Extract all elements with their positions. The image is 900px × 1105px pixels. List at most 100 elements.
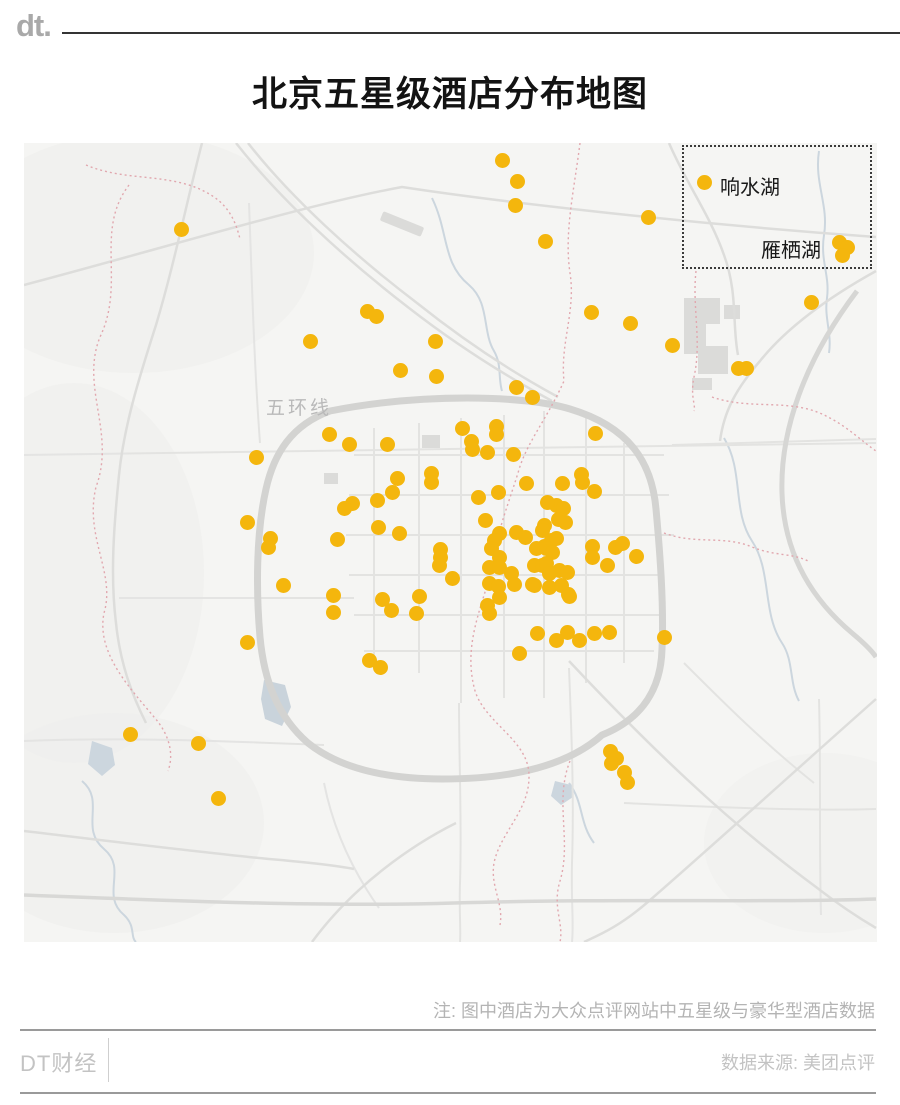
label-xiangshui-lake: 响水湖 xyxy=(720,177,780,199)
hotel-dot xyxy=(571,632,587,648)
hotel-dot xyxy=(408,605,424,621)
hotel-dot xyxy=(479,444,495,460)
hotel-dot xyxy=(384,484,400,500)
hotel-dot xyxy=(628,548,644,564)
hotel-dot xyxy=(321,426,337,442)
hotel-dot xyxy=(173,221,189,237)
hotel-dot xyxy=(524,576,540,592)
hotel-dot xyxy=(518,475,534,491)
hotel-dot xyxy=(383,602,399,618)
hotel-dot xyxy=(369,492,385,508)
hotel-dot xyxy=(511,645,527,661)
hotel-dot xyxy=(428,368,444,384)
hotel-dot xyxy=(372,659,388,675)
hotel-dot xyxy=(524,389,540,405)
hotel-dot xyxy=(391,525,407,541)
hotel-dot xyxy=(803,294,819,310)
hotel-dot xyxy=(601,624,617,640)
hotel-dot xyxy=(481,605,497,621)
hotel-dot xyxy=(507,197,523,213)
hotel-dot xyxy=(239,634,255,650)
hotel-dot xyxy=(431,557,447,573)
hotel-dot xyxy=(325,587,341,603)
hotel-dot xyxy=(239,514,255,530)
hotel-dot xyxy=(517,529,533,545)
hotel-dot xyxy=(491,559,507,575)
header-rule xyxy=(62,32,900,34)
data-source: 数据来源: 美团点评 xyxy=(720,1053,875,1073)
hotel-dot xyxy=(210,790,226,806)
hotel-dot xyxy=(444,570,460,586)
hotel-dot xyxy=(427,333,443,349)
hotel-dot xyxy=(574,474,590,490)
hotel-dot xyxy=(509,173,525,189)
lake-callout-box: 响水湖 雁栖湖 xyxy=(682,145,872,269)
hotel-dot xyxy=(341,436,357,452)
hotel-dot xyxy=(368,308,384,324)
hotel-dot xyxy=(379,436,395,452)
hotel-dot xyxy=(583,304,599,320)
hotel-dot xyxy=(696,174,712,190)
hotel-dot xyxy=(622,315,638,331)
hotel-dot xyxy=(411,588,427,604)
hotel-dot xyxy=(470,489,486,505)
hotel-dot xyxy=(490,484,506,500)
hotel-dot xyxy=(488,426,504,442)
hotel-dot xyxy=(599,557,615,573)
hotel-dot xyxy=(640,209,656,225)
hotel-dot xyxy=(505,446,521,462)
hotel-dot xyxy=(619,774,635,790)
hotel-dot xyxy=(541,565,557,581)
hotel-dot xyxy=(374,591,390,607)
hotel-dot xyxy=(491,589,507,605)
hotel-dot xyxy=(329,531,345,547)
hotel-dot xyxy=(190,735,206,751)
footer-top-rule xyxy=(20,1029,876,1031)
hotel-dot xyxy=(508,379,524,395)
hotel-dot xyxy=(537,233,553,249)
hotel-dot xyxy=(325,604,341,620)
hotel-dot xyxy=(539,494,555,510)
map-roads-svg xyxy=(24,143,877,942)
hotel-dot xyxy=(275,577,291,593)
hotel-dot xyxy=(656,629,672,645)
hotel-dot xyxy=(477,512,493,528)
hotel-dot xyxy=(548,632,564,648)
hotel-dot xyxy=(454,420,470,436)
hotel-dot xyxy=(248,449,264,465)
footer-bottom-rule xyxy=(20,1092,876,1094)
hotel-dot xyxy=(587,425,603,441)
beijing-map: 五环线 响水湖 雁栖湖 xyxy=(24,143,877,942)
hotel-dot xyxy=(834,247,850,263)
hotel-dot xyxy=(559,624,575,640)
hotel-dot xyxy=(392,362,408,378)
hotel-dot xyxy=(738,360,754,376)
hotel-dot xyxy=(370,519,386,535)
hotel-dot xyxy=(557,514,573,530)
brand-name: DT财经 xyxy=(20,1051,98,1076)
hotel-dot xyxy=(561,588,577,604)
hotel-dot xyxy=(664,337,680,353)
ring-road-label: 五环线 xyxy=(266,398,333,419)
hotel-dot xyxy=(529,625,545,641)
brand-divider xyxy=(108,1038,109,1082)
footnote: 注: 图中酒店为大众点评网站中五星级与豪华型酒店数据 xyxy=(433,1001,875,1021)
hotel-dots-layer xyxy=(24,143,877,942)
label-yanqi-lake: 雁栖湖 xyxy=(761,240,821,262)
hotel-dot xyxy=(584,549,600,565)
hotel-dot xyxy=(541,579,557,595)
hotel-dot xyxy=(423,474,439,490)
hotel-dot xyxy=(554,475,570,491)
page-title: 北京五星级酒店分布地图 xyxy=(251,75,648,114)
hotel-dot xyxy=(603,755,619,771)
hotel-dot xyxy=(336,500,352,516)
hotel-dot xyxy=(614,535,630,551)
hotel-dot xyxy=(389,470,405,486)
hotel-dot xyxy=(494,152,510,168)
dt-logo: dt. xyxy=(16,8,52,43)
hotel-dot xyxy=(506,576,522,592)
hotel-dot xyxy=(302,333,318,349)
hotel-dot xyxy=(586,625,602,641)
hotel-dot xyxy=(122,726,138,742)
